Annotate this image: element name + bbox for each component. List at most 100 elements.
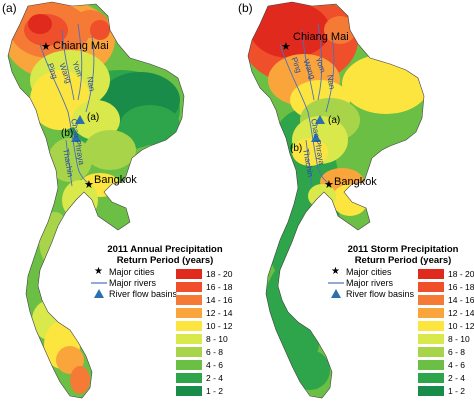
legend-key-cities-a: Major cities (109, 267, 155, 277)
legend-range-label: 6 - 8 (448, 347, 466, 357)
legend-swatch (176, 295, 202, 305)
legend-range-label: 10 - 12 (448, 321, 474, 331)
precip-zone (260, 6, 300, 34)
city-star-icon: ★ (281, 40, 291, 53)
legend-swatch (176, 282, 202, 292)
basin-marker-icon (315, 115, 325, 124)
map-panel-b: ★★ (247, 1, 425, 399)
star-icon: ★ (331, 266, 340, 277)
city-star-icon: ★ (324, 178, 334, 191)
precip-zone (28, 14, 52, 34)
precip-zone (39, 212, 71, 268)
legend-swatch (176, 334, 202, 344)
legend-range-label: 2 - 4 (206, 373, 224, 383)
river-line-icon (328, 282, 344, 284)
precip-zone (72, 100, 120, 140)
legend-swatch (176, 321, 202, 331)
basin-label-lower-b: (b) (290, 143, 303, 154)
city-star-icon: ★ (84, 178, 94, 191)
legend-range-label: 10 - 12 (206, 321, 233, 331)
river-line (279, 43, 331, 185)
precip-zone (332, 184, 368, 216)
city-label-bangkok-a: Bangkok (94, 174, 137, 186)
legend-title-a-line2: Return Period (years) (116, 255, 214, 266)
river-line (39, 43, 91, 185)
river-line (301, 29, 315, 101)
legend-swatch (418, 347, 444, 357)
basin-marker-icon (75, 115, 85, 124)
legend-swatch (418, 386, 444, 396)
legend-range-label: 12 - 14 (448, 308, 474, 318)
map-panel-a: ★★ (7, 1, 185, 399)
legend-swatch (418, 308, 444, 318)
river-line (85, 35, 95, 113)
basin-label-lower-a: (b) (61, 128, 74, 139)
basin-marker-icon (311, 133, 321, 142)
legend-range-label: 1 - 2 (206, 386, 224, 396)
legend-range-label: 18 - 20 (206, 269, 233, 279)
legend-range-label: 16 - 18 (206, 282, 233, 292)
country-outline (247, 1, 425, 399)
legend-range-label: 14 - 16 (448, 295, 474, 305)
legend-title-a-line1: 2011 Annual Precipitation (107, 244, 223, 255)
legend-range-label: 6 - 8 (206, 347, 224, 357)
legend-title-b-line1: 2011 Storm Precipitation (347, 244, 459, 255)
panel-label-b: (b) (238, 1, 253, 15)
legend-swatch (176, 386, 202, 396)
precip-zone (90, 20, 110, 40)
country-outline (7, 1, 185, 399)
basin-label-upper-a: (a) (87, 112, 100, 123)
precip-zone (292, 138, 328, 166)
city-label-bangkok-b: Bangkok (334, 176, 377, 188)
precip-zone (48, 138, 92, 182)
precip-zone (84, 130, 136, 170)
legend-key-cities-b: Major cities (346, 267, 392, 277)
legend-title-b-line2: Return Period (years) (354, 255, 452, 266)
city-label-chiang-mai-a: Chiang Mai (53, 40, 109, 52)
river-line (305, 139, 313, 187)
legend-swatch (176, 373, 202, 383)
river-line (325, 35, 335, 113)
legend-range-label: 8 - 10 (206, 334, 228, 344)
legend-key-rivers-a: Major rivers (109, 278, 157, 288)
legend-key-rivers-b: Major rivers (346, 278, 394, 288)
triangle-icon (331, 289, 341, 298)
legend-swatch (418, 360, 444, 370)
legend-key-basins-b: River flow basins (346, 289, 415, 299)
river-line (317, 23, 323, 101)
panel-label-a: (a) (2, 1, 17, 15)
legend-range-label: 14 - 16 (206, 295, 233, 305)
river-line (77, 23, 83, 101)
legend-swatch (418, 373, 444, 383)
river-line-icon (91, 282, 107, 284)
basin-label-upper-b: (a) (328, 115, 341, 126)
legend-swatch (176, 347, 202, 357)
legend-range-label: 4 - 6 (448, 360, 466, 370)
legend-swatch (418, 295, 444, 305)
legend-range-label: 12 - 14 (206, 308, 233, 318)
legend-swatch (176, 269, 202, 279)
legend-swatch (418, 282, 444, 292)
legend-swatch (418, 334, 444, 344)
precip-zone (290, 350, 330, 390)
precip-zone (70, 366, 90, 394)
legend-range-label: 18 - 20 (448, 269, 474, 279)
precip-zone (120, 105, 180, 145)
star-icon: ★ (94, 266, 103, 277)
triangle-icon (94, 289, 104, 298)
river-line (61, 29, 75, 101)
legend-swatch (418, 269, 444, 279)
legend-range-label: 8 - 10 (448, 334, 470, 344)
legend-swatch (176, 308, 202, 318)
legend-range-label: 2 - 4 (448, 373, 466, 383)
legend-swatch (418, 321, 444, 331)
legend-swatch (176, 360, 202, 370)
legend-range-label: 16 - 18 (448, 282, 474, 292)
basin-marker-icon (71, 133, 81, 142)
city-label-chiang-mai-b: Chiang Mai (293, 31, 349, 43)
legend-range-label: 1 - 2 (448, 386, 466, 396)
legend-range-label: 4 - 6 (206, 360, 224, 370)
river-line (65, 139, 73, 187)
